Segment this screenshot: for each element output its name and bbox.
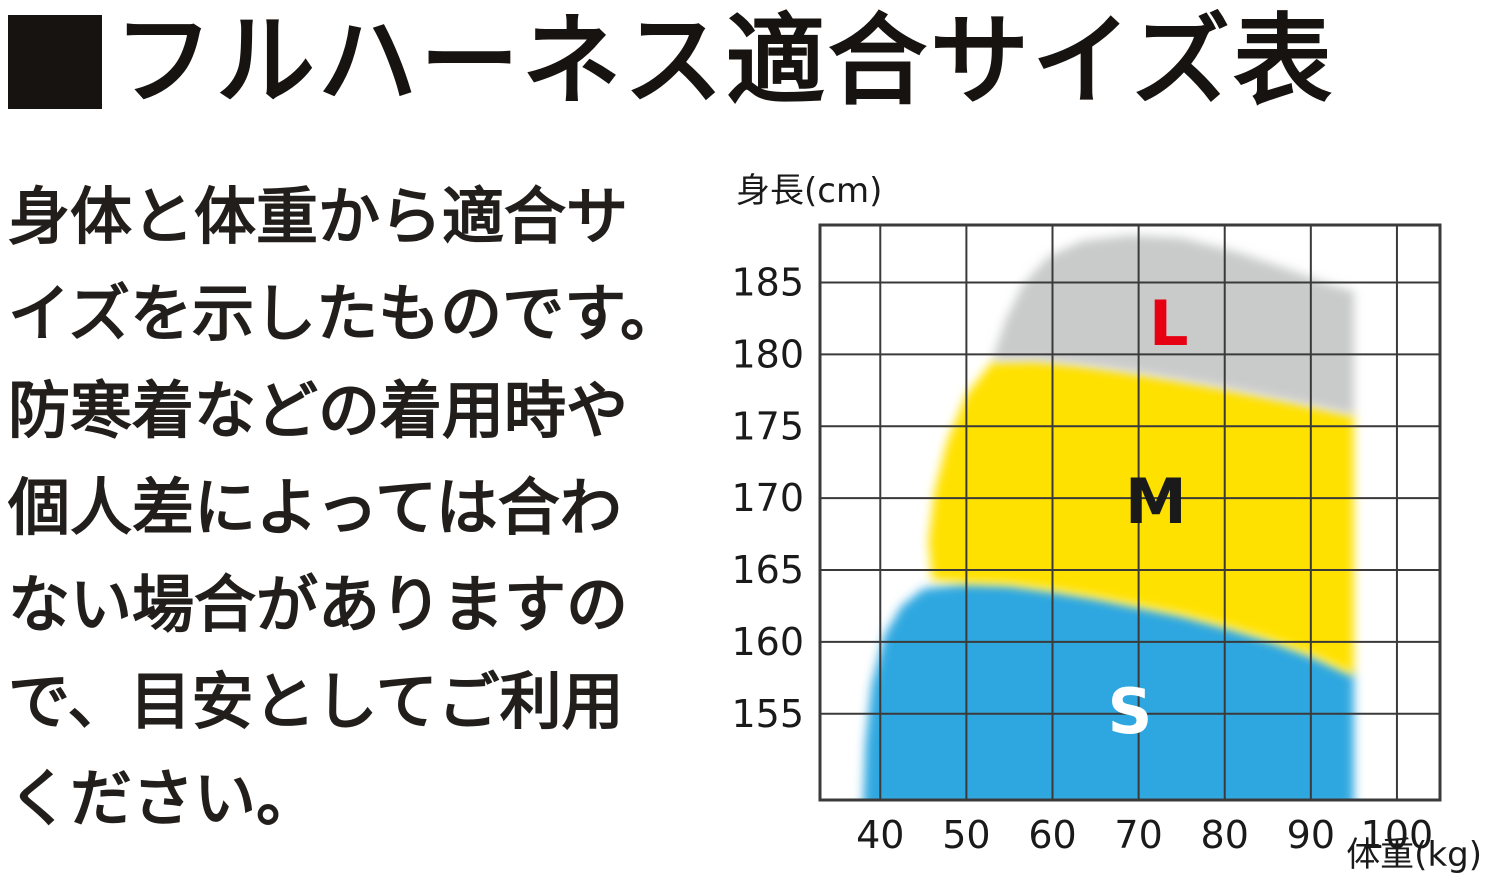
page-title-text: フルハーネス適合サイズ表 — [114, 4, 1336, 119]
x-tick-label: 80 — [1201, 813, 1249, 857]
x-tick-label: 70 — [1114, 813, 1162, 857]
description-text: 身体と体重から適合サ イズを示したものです。 防寒着などの着用時や 個人差によっては合… — [8, 168, 713, 847]
y-axis-title: 身長(cm) — [736, 171, 882, 211]
description-line: 身体と体重から適合サ — [8, 180, 629, 253]
region-label-S: S — [1108, 675, 1153, 748]
y-tick-label: 160 — [731, 620, 804, 664]
y-tick-label: 180 — [731, 332, 804, 376]
y-tick-label: 175 — [731, 404, 804, 448]
region-label-L: L — [1149, 287, 1189, 360]
x-tick-label: 50 — [942, 813, 990, 857]
x-tick-label: 60 — [1028, 813, 1076, 857]
y-tick-label: 155 — [731, 692, 804, 736]
region-L — [992, 235, 1354, 415]
region-M — [928, 360, 1354, 675]
page-title: フルハーネス適合サイズ表 — [8, 10, 1335, 114]
description-line: で、目安としてご利用 — [8, 665, 624, 738]
x-tick-label: 90 — [1287, 813, 1335, 857]
description-line: ない場合がありますの — [8, 568, 629, 641]
chart-area: 155 160 165 170 175 180 185 40 50 60 70 80 90 100 身長(c… — [700, 150, 1500, 886]
description-line: ください。 — [8, 762, 319, 835]
y-tick-label: 165 — [731, 548, 804, 592]
y-tick-label: 185 — [731, 261, 804, 305]
description-line: 防寒着などの着用時や — [8, 374, 629, 447]
description-line: イズを示したものです。 — [8, 277, 682, 350]
description-line: 個人差によっては合わ — [8, 471, 622, 544]
size-regions — [863, 235, 1354, 800]
y-tick-label: 170 — [731, 476, 804, 520]
x-tick-label: 100 — [1361, 813, 1434, 857]
tick-labels: 155 160 165 170 175 180 185 40 50 60 70 80 90 100 — [731, 261, 1433, 858]
region-label-M: M — [1125, 465, 1187, 538]
x-tick-label: 40 — [856, 813, 904, 857]
region-S — [863, 582, 1354, 800]
title-bullet-square-icon — [8, 14, 102, 109]
x-axis-title: 体重(kg) — [1346, 835, 1482, 875]
plot-border — [818, 223, 1442, 802]
grid-lines — [820, 225, 1440, 800]
size-chart-svg: 155 160 165 170 175 180 185 40 50 60 70 80 90 100 身長(c… — [731, 171, 1482, 875]
